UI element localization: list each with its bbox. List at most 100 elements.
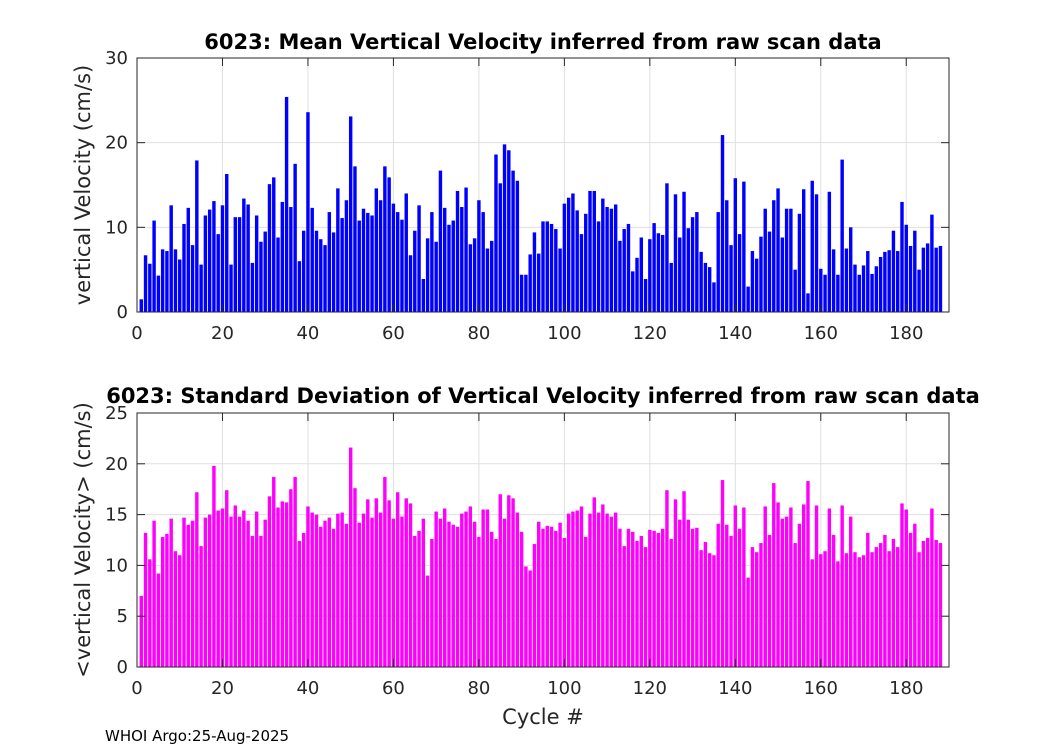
bottom-bar [857, 557, 861, 667]
bottom-bar [186, 524, 190, 667]
top-bar [695, 212, 699, 312]
bottom-y-tick-label: 0 [117, 657, 128, 678]
top-bar [746, 286, 750, 312]
top-bars [139, 96, 943, 312]
bottom-bar [524, 566, 528, 667]
bottom-bar [246, 520, 250, 667]
bottom-bar [502, 518, 507, 667]
top-bar [887, 250, 891, 312]
top-bar [190, 245, 195, 312]
top-bar [917, 269, 921, 312]
bottom-bar [284, 502, 289, 667]
top-bar [780, 237, 785, 312]
bottom-bar [425, 575, 430, 667]
bottom-y-ticks: 0 5 10 15 20 25 [105, 403, 949, 678]
bottom-bar [169, 518, 173, 667]
bottom-bars [139, 447, 943, 667]
bottom-bar [447, 521, 451, 667]
top-bar [767, 231, 772, 312]
bottom-bar [613, 512, 618, 667]
bottom-bar [571, 511, 575, 667]
bottom-bar [810, 559, 814, 667]
top-bar [413, 230, 417, 312]
bottom-bar [306, 506, 310, 667]
bottom-bar [887, 551, 891, 667]
top-bar [472, 238, 477, 312]
bottom-bar [490, 531, 494, 667]
bottom-bar [276, 507, 280, 667]
bottom-bar [596, 512, 601, 667]
top-bar [716, 212, 720, 312]
top-bar [725, 200, 729, 312]
top-bar [348, 116, 353, 312]
bottom-bar [357, 522, 361, 667]
bottom-bar [917, 552, 921, 667]
bottom-bar [695, 527, 699, 667]
top-x-tick-label: 140 [718, 323, 752, 344]
bottom-bar [485, 509, 490, 667]
top-bar [934, 247, 938, 312]
bottom-bar [387, 500, 391, 667]
bottom-bar [438, 518, 443, 667]
bottom-bar [673, 499, 678, 667]
top-bar [284, 96, 289, 312]
bottom-bar [648, 529, 652, 667]
bottom-bar [870, 552, 874, 667]
top-bar [494, 154, 498, 312]
top-bar [665, 183, 669, 312]
top-bar [554, 229, 558, 312]
top-bar [186, 207, 190, 312]
top-bar [464, 187, 468, 312]
top-bar [925, 243, 930, 312]
bottom-bar [515, 512, 520, 667]
top-bar [626, 223, 631, 312]
top-bar [404, 193, 408, 312]
bottom-bar [605, 513, 609, 667]
bottom-bar [784, 516, 789, 667]
bottom-bar [370, 517, 374, 667]
bottom-bar [639, 535, 644, 667]
bottom-bar [344, 523, 349, 667]
top-bar [460, 207, 464, 312]
bottom-bar [579, 506, 584, 667]
top-bar [395, 212, 400, 312]
mean-velocity-panel: 0 20 40 60 80 100 120 140 160 180 0 10 20 30 6023: M… [71, 30, 950, 344]
top-bar [408, 255, 413, 312]
top-bar [579, 234, 584, 312]
top-bar [220, 205, 225, 312]
top-bar [806, 293, 810, 312]
bottom-bar [806, 481, 810, 667]
top-bar [447, 224, 451, 312]
top-x-ticks: 0 20 40 60 80 100 120 140 160 180 [131, 58, 923, 344]
top-x-tick-label: 20 [211, 323, 234, 344]
bottom-bar [297, 541, 302, 667]
top-bar [784, 208, 789, 312]
bottom-bar [904, 509, 908, 667]
top-bar [703, 262, 708, 312]
bottom-bar [395, 492, 400, 667]
top-bar [178, 259, 182, 312]
bottom-bar [584, 536, 588, 667]
top-bar [827, 191, 832, 312]
bottom-bar [528, 570, 532, 667]
bottom-bar [250, 535, 255, 667]
top-bar [605, 207, 609, 312]
bottom-bar [737, 528, 742, 667]
top-bar [143, 255, 148, 312]
top-y-tick-label: 0 [117, 302, 128, 323]
bottom-x-tick-label: 80 [467, 678, 490, 699]
top-bar [391, 203, 396, 312]
bottom-bar [609, 516, 614, 667]
bottom-bar [801, 504, 806, 667]
top-bar [622, 229, 626, 312]
top-bar [378, 200, 383, 312]
top-bar [229, 264, 233, 312]
top-bar [434, 241, 438, 312]
top-bar [250, 262, 255, 312]
top-bar [485, 248, 490, 312]
bottom-y-axis-label: <vertical Velocity> (cm/s) [71, 402, 95, 678]
top-bar [545, 221, 549, 312]
bottom-bar [554, 530, 558, 667]
bottom-bar [861, 555, 866, 667]
